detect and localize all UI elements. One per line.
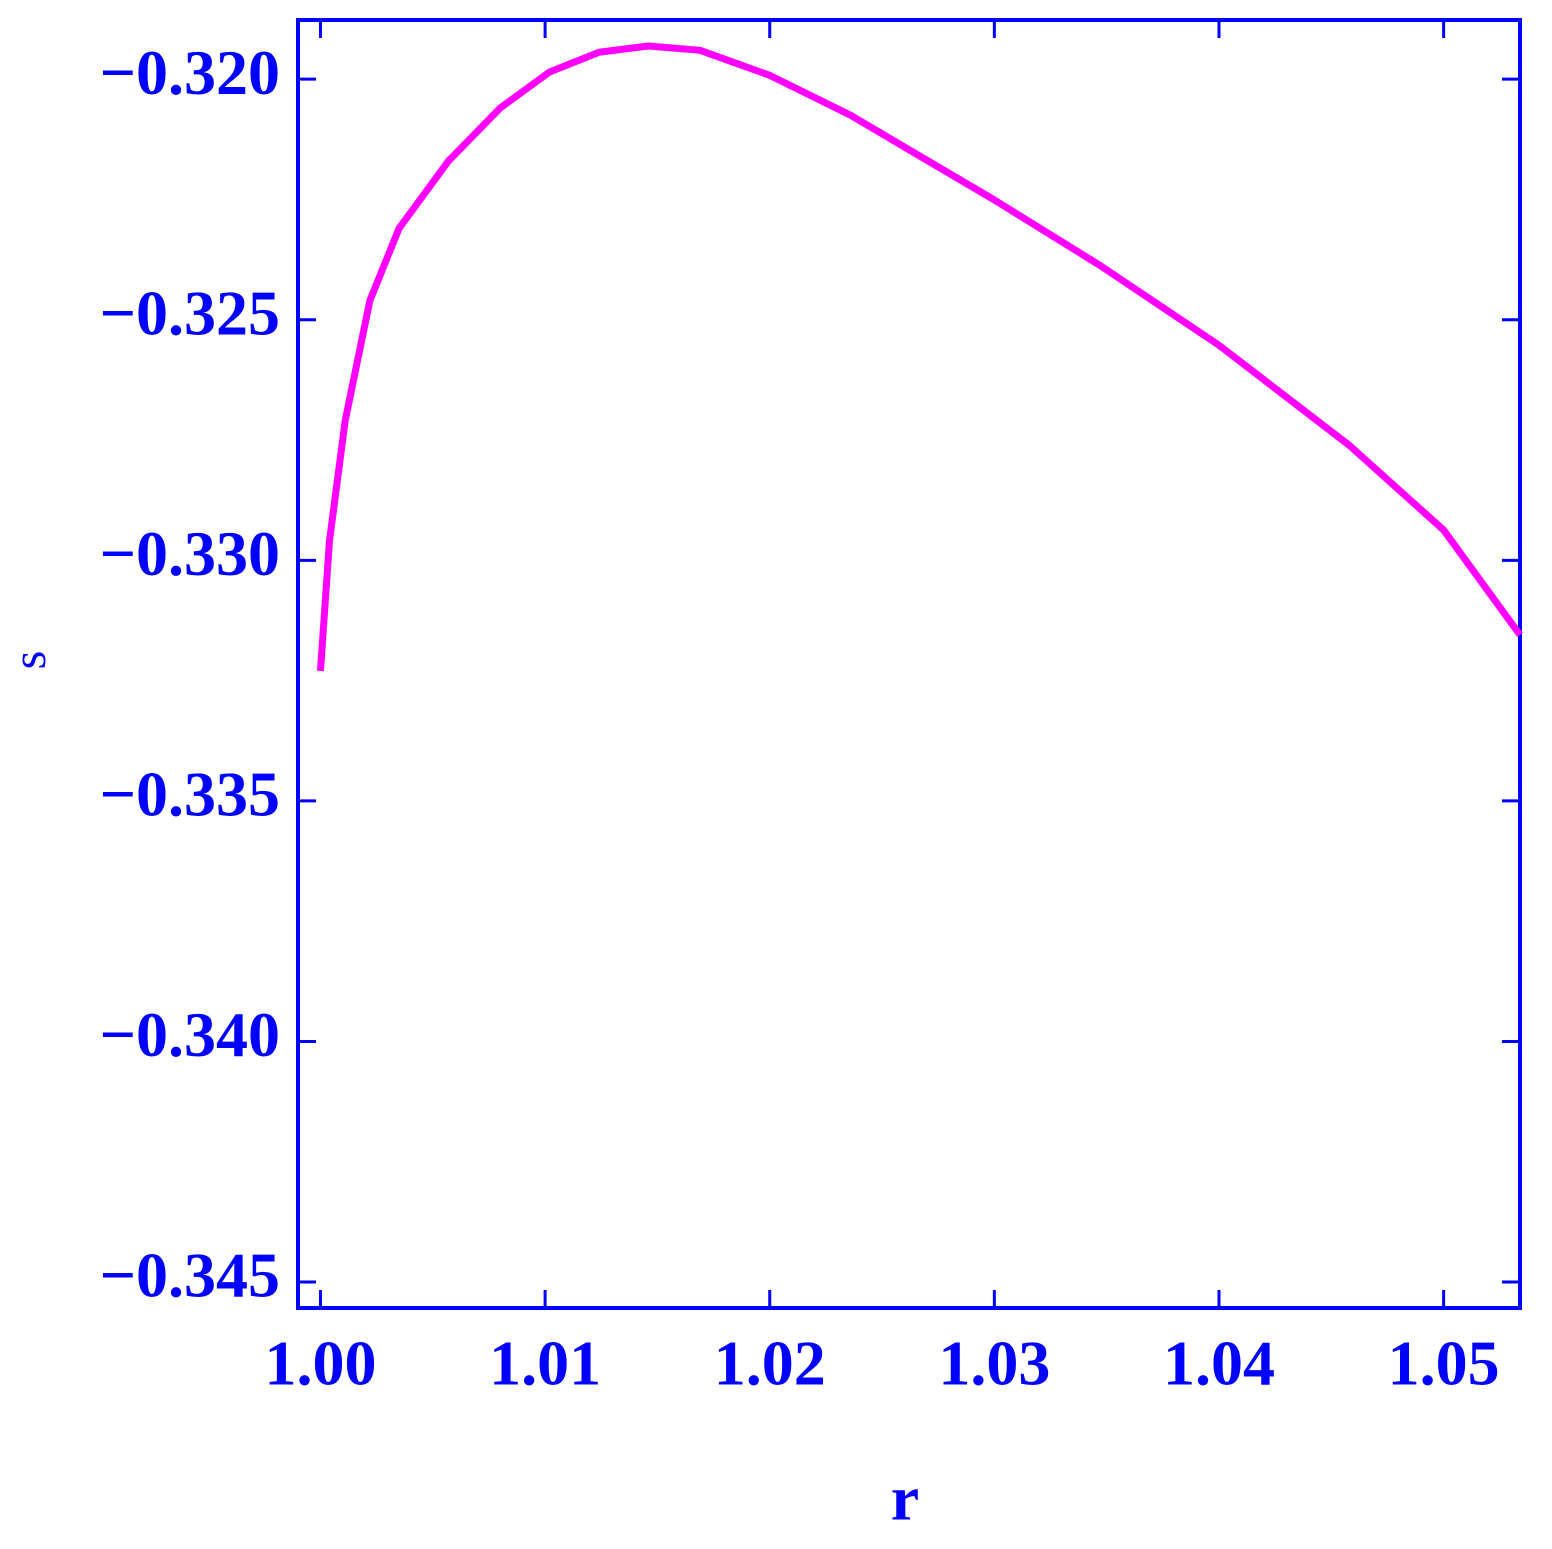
data-line	[316, 42, 1523, 672]
y-axis-label: s	[3, 651, 56, 670]
x-axis-label: r	[891, 1463, 919, 1534]
y-tick-label: −0.340	[100, 999, 280, 1070]
plot-frame	[296, 18, 1522, 1310]
y-tick-label: −0.335	[100, 759, 280, 830]
x-tick-label: 1.05	[1388, 1328, 1500, 1399]
y-tick-label: −0.330	[100, 518, 280, 589]
x-tick-label: 1.03	[938, 1328, 1050, 1399]
y-tick-label: −0.320	[100, 37, 280, 108]
x-tick-label: 1.00	[264, 1328, 376, 1399]
y-tick-label: −0.325	[100, 277, 280, 348]
x-tick-label: 1.04	[1163, 1328, 1275, 1399]
y-tick-label: −0.345	[100, 1240, 280, 1311]
x-tick-label: 1.02	[714, 1328, 826, 1399]
x-tick-label: 1.01	[489, 1328, 601, 1399]
